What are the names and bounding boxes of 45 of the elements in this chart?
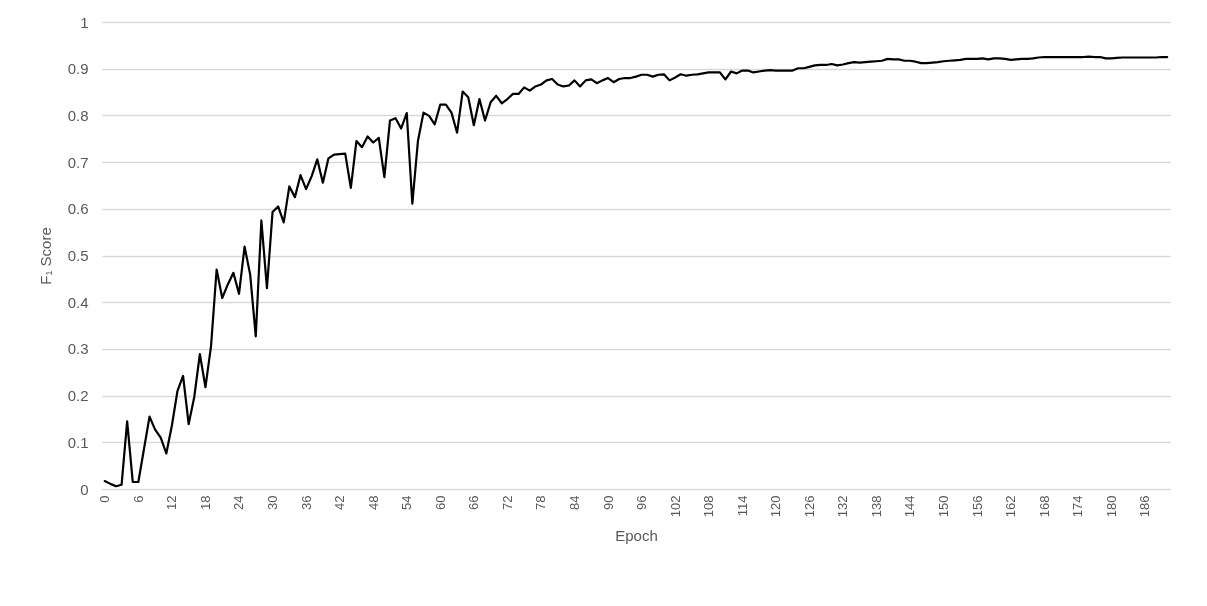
y-tick-label: 1 [80, 13, 89, 31]
x-tick-label: 186 [1137, 495, 1153, 518]
y-tick-label: 0.2 [67, 387, 89, 405]
x-tick-label: 174 [1070, 495, 1086, 518]
x-tick-label: 120 [768, 495, 784, 518]
y-tick-label: 0.7 [67, 153, 89, 171]
x-tick-label: 78 [533, 495, 549, 510]
x-tick-label: 156 [969, 495, 985, 518]
x-axis-title: Epoch [615, 527, 658, 545]
y-tick-label: 0.3 [67, 340, 89, 358]
x-tick-label: 66 [466, 495, 482, 510]
x-tick-label: 180 [1103, 495, 1119, 518]
x-tick-label: 12 [164, 495, 180, 510]
x-tick-label: 36 [298, 495, 314, 510]
y-tick-label: 0.1 [67, 433, 89, 451]
x-tick-label: 126 [801, 495, 817, 518]
x-tick-label: 90 [600, 495, 616, 510]
x-tick-label: 108 [701, 495, 717, 518]
y-tick-label: 0.5 [67, 247, 89, 264]
x-tick-label: 18 [197, 495, 213, 510]
x-tick-label: 48 [365, 495, 381, 510]
x-tick-label: 72 [499, 495, 515, 510]
y-tick-label: 0.9 [67, 60, 89, 78]
x-tick-label: 162 [1003, 495, 1019, 518]
line-series [103, 55, 1169, 488]
x-tick-label: 96 [634, 495, 650, 510]
y-axis-title: F₁ Score [36, 227, 54, 285]
x-tick-label: 24 [231, 495, 247, 510]
x-tick-label: 138 [868, 495, 884, 518]
y-tick-label: 0.8 [67, 106, 89, 124]
x-tick-label: 0 [97, 495, 113, 503]
x-tick-label: 60 [432, 495, 448, 510]
x-tick-label: 6 [130, 495, 146, 503]
x-tick-label: 144 [902, 495, 918, 518]
x-tick-label: 150 [936, 495, 952, 518]
x-tick-label: 168 [1036, 495, 1052, 518]
y-tick-label: 0.4 [67, 293, 89, 311]
x-tick-label: 30 [265, 495, 281, 510]
x-tick-label: 54 [399, 495, 415, 510]
x-tick-label: 132 [835, 495, 851, 518]
x-tick-label: 114 [734, 495, 750, 517]
x-tick-label: 42 [332, 495, 348, 510]
x-tick-label: 84 [566, 495, 582, 510]
x-tick-label: 102 [667, 495, 683, 518]
y-tick-label: 0.6 [67, 200, 89, 218]
